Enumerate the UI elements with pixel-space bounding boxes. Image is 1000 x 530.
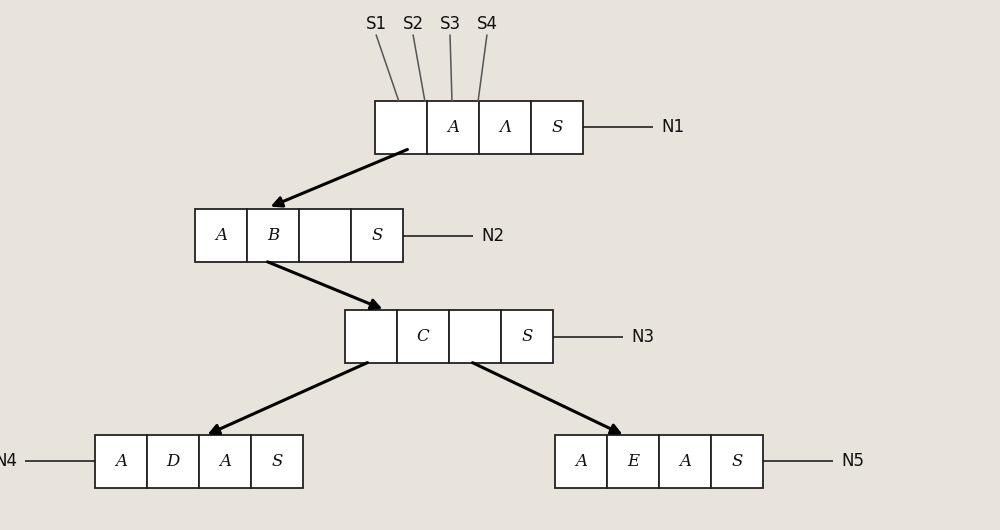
Text: Λ: Λ [499, 119, 511, 136]
Text: D: D [166, 453, 180, 470]
Text: A: A [447, 119, 459, 136]
Text: S3: S3 [439, 15, 461, 33]
Text: S: S [521, 328, 533, 345]
Text: N2: N2 [481, 227, 504, 245]
Text: E: E [627, 453, 639, 470]
Bar [397, 310, 449, 363]
Bar [199, 435, 251, 488]
Bar [427, 101, 479, 154]
Bar [147, 435, 199, 488]
Bar [531, 101, 583, 154]
Bar [251, 435, 303, 488]
Bar [479, 101, 531, 154]
Bar [659, 435, 711, 488]
Text: A: A [215, 227, 227, 244]
Bar [195, 209, 247, 262]
Bar [555, 435, 607, 488]
Text: S: S [371, 227, 383, 244]
Text: S: S [731, 453, 743, 470]
Bar [95, 435, 147, 488]
Bar [711, 435, 763, 488]
Text: S4: S4 [477, 15, 498, 33]
Bar [299, 209, 351, 262]
Text: N3: N3 [631, 328, 654, 346]
Text: C: C [417, 328, 429, 345]
Bar [501, 310, 553, 363]
Bar [375, 101, 427, 154]
Text: N5: N5 [841, 452, 864, 470]
Text: N1: N1 [661, 118, 684, 136]
Bar [351, 209, 403, 262]
Text: A: A [679, 453, 691, 470]
Bar [449, 310, 501, 363]
Text: B: B [267, 227, 279, 244]
Text: A: A [115, 453, 127, 470]
Bar [607, 435, 659, 488]
Text: S2: S2 [402, 15, 424, 33]
Text: S: S [551, 119, 563, 136]
Text: A: A [219, 453, 231, 470]
Text: A: A [575, 453, 587, 470]
Bar [345, 310, 397, 363]
Text: N4: N4 [0, 452, 17, 470]
Text: S: S [271, 453, 283, 470]
Text: S1: S1 [365, 15, 387, 33]
Bar [247, 209, 299, 262]
